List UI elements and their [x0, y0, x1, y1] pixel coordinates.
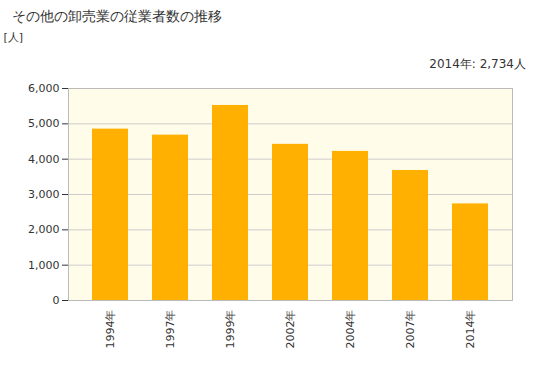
svg-text:6,000: 6,000: [28, 82, 60, 95]
svg-text:0: 0: [53, 294, 60, 307]
svg-text:2004年: 2004年: [344, 310, 357, 349]
svg-text:5,000: 5,000: [28, 117, 60, 130]
svg-text:2002年: 2002年: [284, 310, 297, 349]
svg-text:2007年: 2007年: [404, 310, 417, 349]
svg-text:1994年: 1994年: [104, 310, 117, 349]
svg-text:[人]: [人]: [4, 31, 24, 44]
svg-text:1997年: 1997年: [164, 310, 177, 349]
svg-text:1999年: 1999年: [224, 310, 237, 349]
html-text:2014年: 2,734人: 2014年: 2,734人: [429, 57, 526, 71]
svg-text:3,000: 3,000: [28, 188, 60, 201]
svg-text:2,000: 2,000: [28, 223, 60, 236]
svg-text:4,000: 4,000: [28, 153, 60, 166]
svg-text:2014年: 2014年: [464, 310, 477, 349]
svg-text:1,000: 1,000: [28, 259, 60, 272]
html-text:その他の卸売業の従業者数の推移: その他の卸売業の従業者数の推移: [12, 8, 222, 24]
